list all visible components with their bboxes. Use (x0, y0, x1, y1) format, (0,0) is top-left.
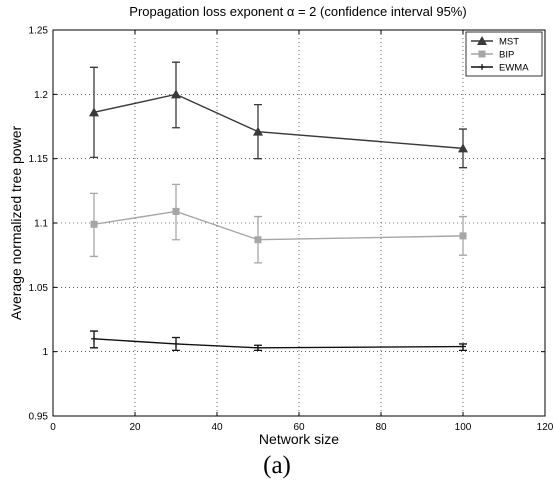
series-ewma (90, 330, 467, 352)
y-tick-label: 1.1 (34, 219, 48, 230)
legend-marker-bip (478, 50, 486, 58)
data-point-mst (171, 89, 181, 99)
figure-caption: (a) (263, 452, 291, 479)
x-tick-label: 120 (537, 422, 554, 433)
x-tick-label: 60 (293, 422, 305, 433)
data-point-bip (254, 236, 262, 244)
legend-marker-mst (477, 36, 487, 45)
legend-label-mst: MST (499, 37, 519, 48)
data-point-ewma (460, 343, 466, 350)
data-point-mst (253, 126, 263, 136)
data-point-mst (89, 107, 99, 117)
x-tick-label: 100 (455, 422, 472, 433)
legend: MST BIP EWMA (465, 31, 543, 77)
x-tick-label: 0 (50, 422, 56, 433)
data-point-bip (172, 207, 180, 215)
series-bip (90, 183, 467, 264)
series-line-ewma (93, 338, 464, 349)
y-tick-label: 1.25 (29, 26, 49, 37)
series-line-bip (93, 210, 464, 241)
y-tick-label: 0.95 (29, 412, 49, 423)
data-point-mst (458, 143, 468, 153)
data-point-ewma (255, 344, 261, 351)
y-axis-label: Average normalized tree power (8, 126, 24, 321)
y-tick-label: 1.2 (34, 90, 48, 101)
data-point-ewma (91, 335, 97, 342)
x-tick-label: 40 (211, 422, 223, 433)
x-axis-label: Network size (259, 431, 339, 447)
y-tick-label: 1.15 (29, 154, 49, 165)
chart-title: Propagation loss exponent α = 2 (confide… (129, 4, 466, 19)
legend-marker-ewma (479, 64, 485, 70)
axis-ticks: 0 20 40 60 80 100 120 0.95 1 1.05 1.1 1.15 1.2 1.25 (29, 26, 554, 434)
series-line-mst (93, 93, 464, 150)
grid-lines (53, 30, 545, 416)
data-point-ewma (173, 340, 179, 347)
legend-label-bip: BIP (499, 50, 514, 61)
legend-label-ewma: EWMA (499, 63, 529, 74)
y-tick-label: 1.05 (29, 283, 49, 294)
x-tick-label: 20 (129, 422, 141, 433)
data-point-bip (459, 232, 467, 240)
series-layer (89, 61, 468, 352)
series-mst (89, 61, 468, 169)
data-point-bip (90, 220, 98, 228)
x-tick-label: 80 (375, 422, 387, 433)
y-tick-label: 1 (42, 347, 48, 358)
